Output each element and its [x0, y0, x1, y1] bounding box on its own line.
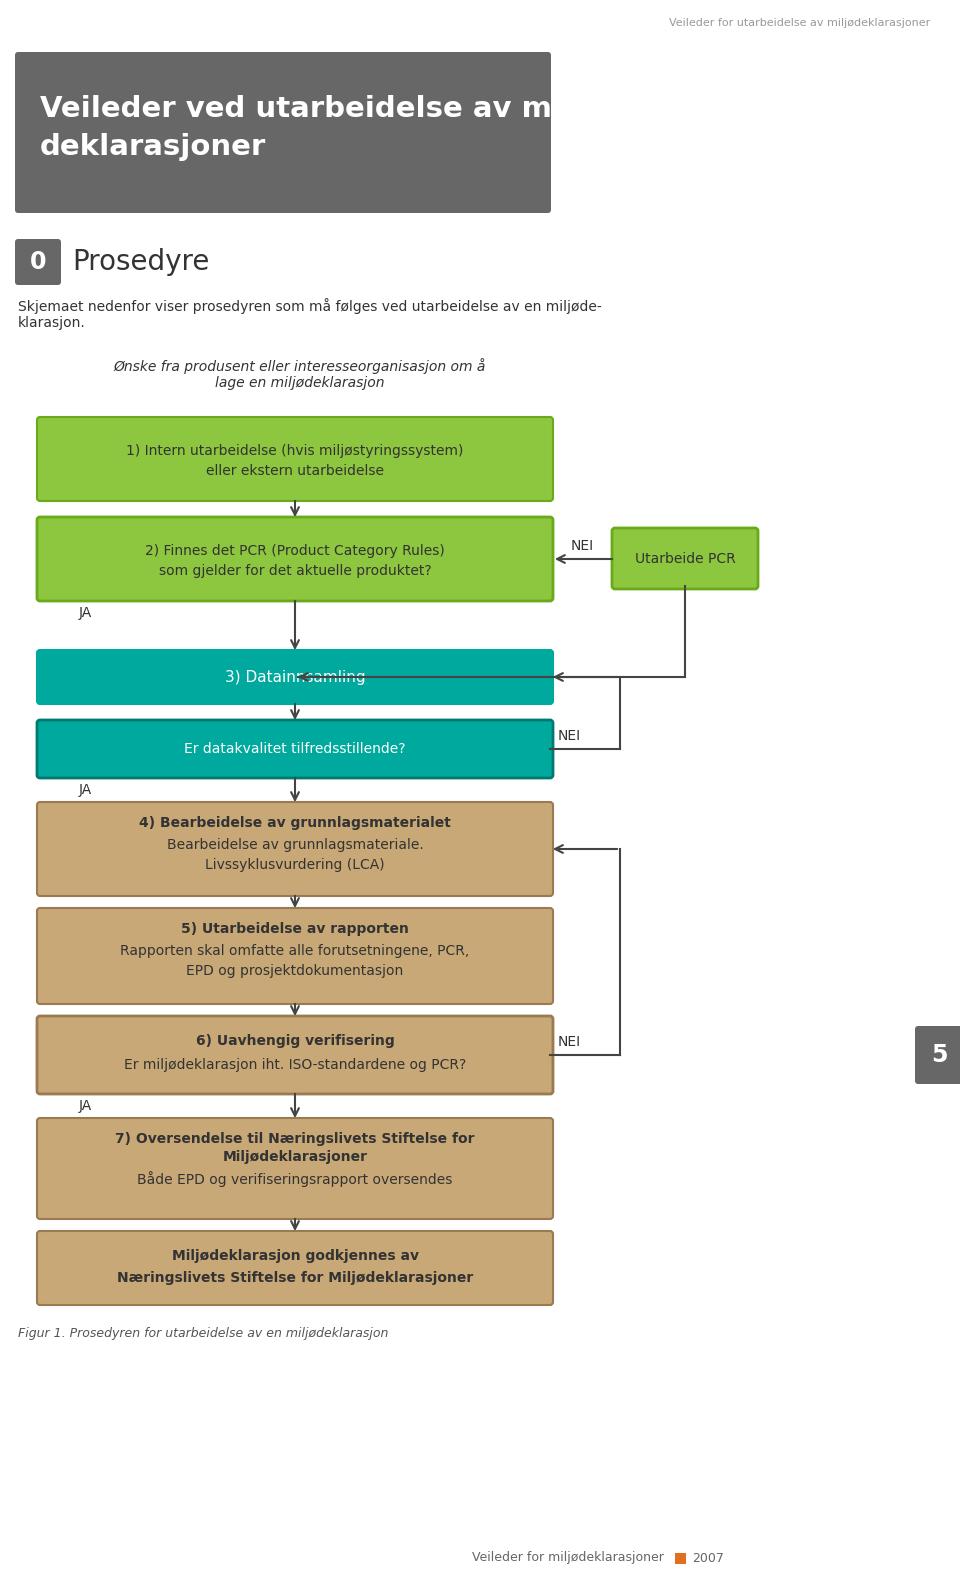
Text: Er datakvalitet tilfredsstillende?: Er datakvalitet tilfredsstillende? — [184, 742, 406, 756]
Text: Prosedyre: Prosedyre — [72, 247, 209, 276]
Text: 6) Uavhengig verifisering: 6) Uavhengig verifisering — [196, 1034, 395, 1048]
Text: 2) Finnes det PCR (Product Category Rules): 2) Finnes det PCR (Product Category Rule… — [145, 544, 444, 558]
Text: Livssyklusvurdering (LCA): Livssyklusvurdering (LCA) — [205, 857, 385, 872]
Text: Næringslivets Stiftelse for Miljødeklarasjoner: Næringslivets Stiftelse for Miljødeklara… — [117, 1270, 473, 1284]
FancyBboxPatch shape — [37, 1017, 553, 1094]
FancyBboxPatch shape — [37, 720, 553, 779]
Text: Ønske fra produsent eller interesseorganisasjon om å
lage en miljødeklarasjon: Ønske fra produsent eller interesseorgan… — [114, 358, 486, 391]
Text: Veileder for miljødeklarasjoner: Veileder for miljødeklarasjoner — [472, 1551, 672, 1565]
Text: 1) Intern utarbeidelse (hvis miljøstyringssystem): 1) Intern utarbeidelse (hvis miljøstyrin… — [127, 444, 464, 459]
FancyBboxPatch shape — [37, 908, 553, 1004]
FancyBboxPatch shape — [915, 1026, 960, 1084]
Text: Bearbeidelse av grunnlagsmateriale.: Bearbeidelse av grunnlagsmateriale. — [167, 838, 423, 853]
Text: Miljødeklarasjon godkjennes av: Miljødeklarasjon godkjennes av — [172, 1250, 419, 1262]
Text: EPD og prosjektdokumentasjon: EPD og prosjektdokumentasjon — [186, 965, 403, 979]
FancyBboxPatch shape — [612, 528, 758, 589]
Text: NEI: NEI — [558, 730, 581, 742]
Bar — [675, 1552, 686, 1563]
Text: 5) Utarbeidelse av rapporten: 5) Utarbeidelse av rapporten — [181, 922, 409, 936]
Text: JA: JA — [79, 1098, 91, 1113]
FancyBboxPatch shape — [15, 52, 551, 213]
Text: 0: 0 — [30, 251, 46, 274]
Text: 4) Bearbeidelse av grunnlagsmaterialet: 4) Bearbeidelse av grunnlagsmaterialet — [139, 816, 451, 831]
Text: 5: 5 — [931, 1043, 948, 1067]
Text: NEI: NEI — [558, 1035, 581, 1050]
FancyBboxPatch shape — [37, 1231, 553, 1305]
FancyBboxPatch shape — [37, 1117, 553, 1218]
Text: NEI: NEI — [570, 539, 593, 553]
Text: Veileder for utarbeidelse av miljødeklarasjoner: Veileder for utarbeidelse av miljødeklar… — [669, 17, 930, 28]
Text: som gjelder for det aktuelle produktet?: som gjelder for det aktuelle produktet? — [158, 564, 431, 578]
FancyBboxPatch shape — [37, 802, 553, 897]
FancyBboxPatch shape — [37, 418, 553, 501]
FancyBboxPatch shape — [37, 649, 553, 704]
Text: Rapporten skal omfatte alle forutsetningene, PCR,: Rapporten skal omfatte alle forutsetning… — [120, 944, 469, 958]
Text: Figur 1. Prosedyren for utarbeidelse av en miljødeklarasjon: Figur 1. Prosedyren for utarbeidelse av … — [18, 1327, 389, 1340]
Text: Både EPD og verifiseringsrapport oversendes: Både EPD og verifiseringsrapport oversen… — [137, 1171, 453, 1187]
Text: deklarasjoner: deklarasjoner — [40, 132, 266, 161]
FancyBboxPatch shape — [15, 240, 61, 285]
Text: 2007: 2007 — [692, 1551, 724, 1565]
Text: eller ekstern utarbeidelse: eller ekstern utarbeidelse — [206, 463, 384, 478]
Text: Skjemaet nedenfor viser prosedyren som må følges ved utarbeidelse av en miljøde-: Skjemaet nedenfor viser prosedyren som m… — [18, 298, 602, 329]
Text: Utarbeide PCR: Utarbeide PCR — [635, 552, 735, 566]
Text: 3) Datainnsamling: 3) Datainnsamling — [225, 670, 366, 684]
Text: Er miljødeklarasjon iht. ISO-standardene og PCR?: Er miljødeklarasjon iht. ISO-standardene… — [124, 1057, 467, 1072]
Text: Miljødeklarasjoner: Miljødeklarasjoner — [223, 1150, 368, 1165]
FancyBboxPatch shape — [37, 517, 553, 600]
Text: 7) Oversendelse til Næringslivets Stiftelse for: 7) Oversendelse til Næringslivets Stifte… — [115, 1132, 475, 1146]
Text: Veileder ved utarbeidelse av miljø-: Veileder ved utarbeidelse av miljø- — [40, 95, 614, 123]
Text: JA: JA — [79, 783, 91, 797]
Text: JA: JA — [79, 607, 91, 619]
